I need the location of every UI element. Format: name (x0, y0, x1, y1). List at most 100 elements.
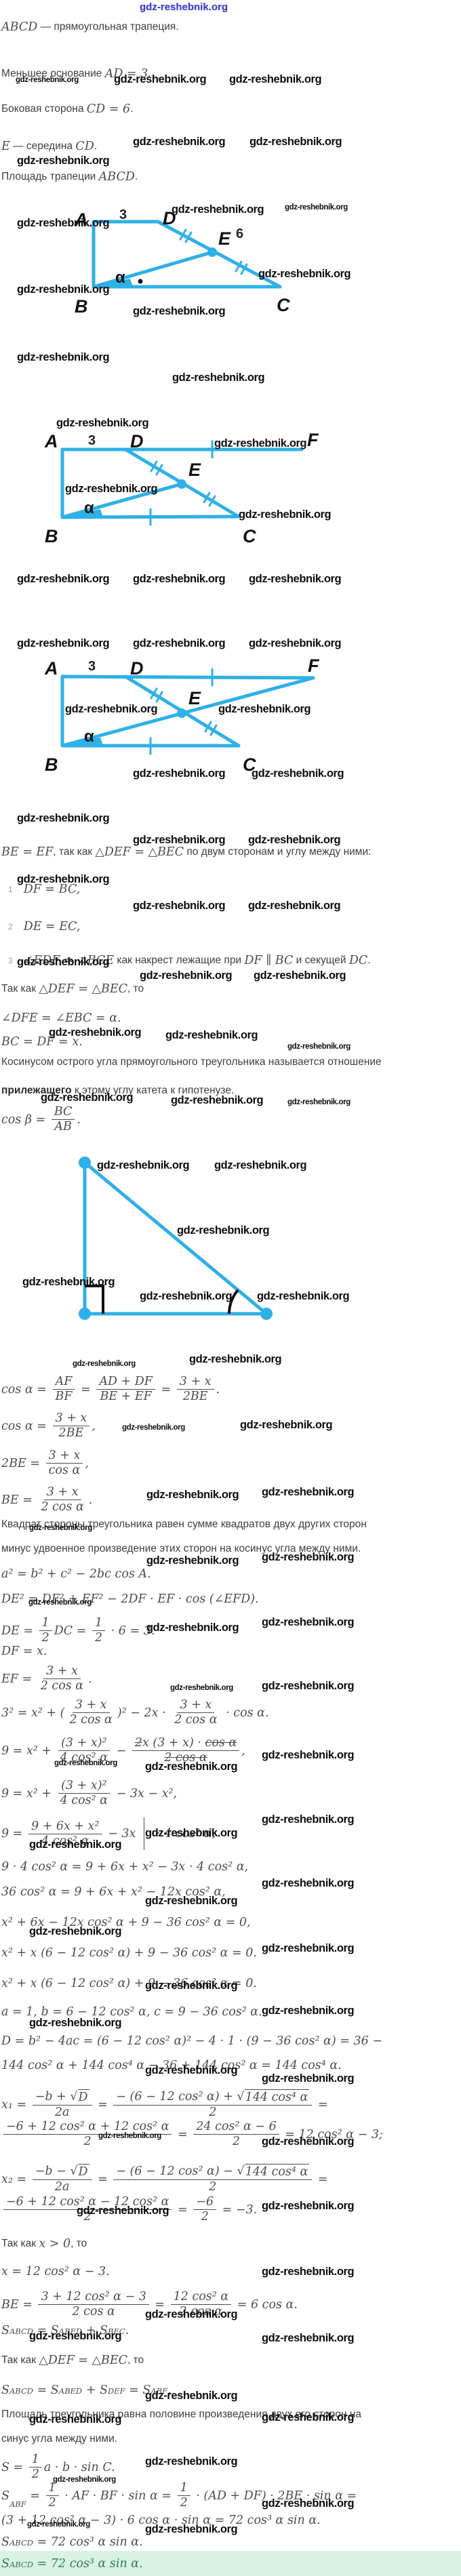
vertex-label-b: B (45, 754, 58, 775)
fraction: AF BF (52, 1375, 75, 1404)
vertex-label-b: B (45, 526, 58, 546)
formula-line: x² + x (6 − 12 cos² α) + 9 − 36 cos² α =… (1, 1977, 257, 1990)
watermark: gdz-reshebnik.org (146, 1554, 239, 1567)
watermark: gdz-reshebnik.org (17, 956, 110, 968)
trapezoid-diagram-2: A 3 D F E B C α (44, 430, 319, 546)
text-line: прилежащего к этому углу катета к гипоте… (1, 1085, 235, 1096)
watermark: gdz-reshebnik.org (28, 1598, 92, 1607)
midpoint-e-dot (177, 708, 186, 718)
sqrt-sign: √ (237, 2165, 245, 2178)
right-angle-mark (85, 1285, 104, 1314)
watermark: gdz-reshebnik.org (145, 1895, 238, 1907)
trapezoid-diagram-3: A 3 D F E B C α (44, 656, 320, 775)
watermark: gdz-reshebnik.org (262, 2200, 355, 2212)
formula-line: x₁ = −b + √ D 2a = − (6 − 12 cos² α) + √ 14… (1, 2089, 328, 2120)
watermark: gdz-reshebnik.org (29, 1925, 122, 1937)
answer-box: S ABCD = 72 cos³ α sin α. (0, 2551, 461, 2576)
formula-line: Меньшее основание AD = 3. (1, 67, 151, 81)
watermark: gdz-reshebnik.org (16, 76, 79, 84)
watermark: gdz-reshebnik.org (17, 812, 110, 824)
watermark: gdz-reshebnik.org (177, 1224, 270, 1236)
watermark: gdz-reshebnik.org (239, 508, 332, 521)
formula-line: 9 · 4 cos² α = 9 + 6x + x² − 3x · 4 cos²… (1, 1860, 249, 1874)
watermark: gdz-reshebnik.org (248, 900, 341, 912)
watermark: gdz-reshebnik.org (29, 2017, 122, 2029)
watermark: gdz-reshebnik.org (249, 136, 342, 148)
formula-line: DF = x. (1, 1645, 47, 1658)
length-label-ad: 3 (88, 659, 96, 674)
formula-line: ABCD — прямоугольная трапеция. (1, 20, 179, 34)
watermark: gdz-reshebnik.org (287, 1098, 350, 1106)
watermark: gdz-reshebnik.org (140, 1290, 233, 1302)
watermark: gdz-reshebnik.org (172, 371, 265, 384)
watermark: gdz-reshebnik.org (262, 1680, 355, 1692)
watermark: gdz-reshebnik.org (17, 283, 110, 296)
vertex-label-d: D (130, 658, 144, 679)
right-triangle-diagram (79, 1156, 273, 1320)
vertex-label-d: D (163, 208, 176, 228)
vertex-label-b: B (75, 296, 88, 317)
vertex-label-a: A (44, 658, 58, 679)
sqrt-sign: √ (70, 2090, 78, 2104)
vertex-label-a: A (44, 431, 58, 451)
formula-line: Площадь трапеции ABCD. (1, 170, 138, 184)
watermark: gdz-reshebnik.org (133, 767, 226, 780)
vertex-label-c: C (277, 295, 290, 315)
formula-line: S ABCD = 72 cos³ α sin α. (1, 2535, 143, 2549)
site-watermark-blue: gdz-reshebnik.org (140, 1, 228, 13)
fraction: BC AB (51, 1105, 75, 1134)
formula-line: DE² = DF² + EF² − 2DF · EF · cos (∠EFD). (1, 1592, 259, 1606)
fraction: 3 + x 2BE (52, 1411, 90, 1441)
fraction: (3 + x)² 4 cos² α (58, 1736, 111, 1765)
vertex-dot (260, 1308, 273, 1320)
fraction: AD + DF BE + EF (96, 1375, 155, 1404)
vertex-label-c: C (243, 754, 256, 775)
text-line: Площадь треугольника равна половине прои… (1, 2409, 362, 2420)
fraction: 9 + 6x + x² 4 cos² α (28, 1819, 102, 1849)
watermark: gdz-reshebnik.org (29, 2413, 122, 2426)
watermark: gdz-reshebnik.org (133, 305, 226, 317)
text-line: Косинусом острого угла прямоугольного тр… (1, 1056, 382, 1068)
angle-label-alpha: α (84, 727, 94, 746)
formula-line: 2BE = 3 + x cos α, (1, 1449, 89, 1478)
fraction: 3 + x cos α (45, 1449, 83, 1478)
watermark: gdz-reshebnik.org (54, 1759, 117, 1767)
vertex-label-e: E (218, 228, 231, 249)
watermark: gdz-reshebnik.org (262, 1813, 355, 1826)
watermark: gdz-reshebnik.org (145, 2308, 238, 2320)
watermark: gdz-reshebnik.org (133, 834, 226, 846)
angle-arc (228, 1289, 239, 1314)
formula-line: Боковая сторона CD = 6. (1, 102, 134, 116)
watermark: gdz-reshebnik.org (65, 703, 158, 715)
watermark: gdz-reshebnik.org (97, 1159, 190, 1171)
midpoint-e-dot (177, 479, 186, 489)
watermark: gdz-reshebnik.org (262, 2332, 355, 2344)
formula-line: BC = DF = x. (1, 1035, 83, 1049)
watermark: gdz-reshebnik.org (262, 1616, 355, 1628)
vertex-label-f: F (308, 656, 320, 676)
watermark: gdz-reshebnik.org (145, 1827, 238, 1839)
formula-line: a = 1, b = 6 − 12 cos² α, c = 9 − 36 cos… (1, 2005, 262, 2019)
watermark: gdz-reshebnik.org (140, 969, 233, 982)
watermark: gdz-reshebnik.org (262, 1749, 355, 1761)
watermark: gdz-reshebnik.org (262, 1551, 355, 1563)
watermark: gdz-reshebnik.org (145, 1760, 238, 1773)
watermark: gdz-reshebnik.org (122, 1424, 185, 1432)
watermark: gdz-reshebnik.org (189, 1353, 282, 1365)
fraction: 3 + x 2BE (176, 1375, 214, 1404)
angle-label-alpha: α (84, 499, 94, 517)
watermark: gdz-reshebnik.org (252, 767, 344, 780)
watermark: gdz-reshebnik.org (145, 1979, 238, 1992)
formula-line: 9 = x² + (3 + x)² 4 cos² α − 3x − x², (1, 1779, 178, 1807)
watermark: gdz-reshebnik.org (49, 1026, 142, 1039)
watermark: gdz-reshebnik.org (98, 2132, 161, 2140)
